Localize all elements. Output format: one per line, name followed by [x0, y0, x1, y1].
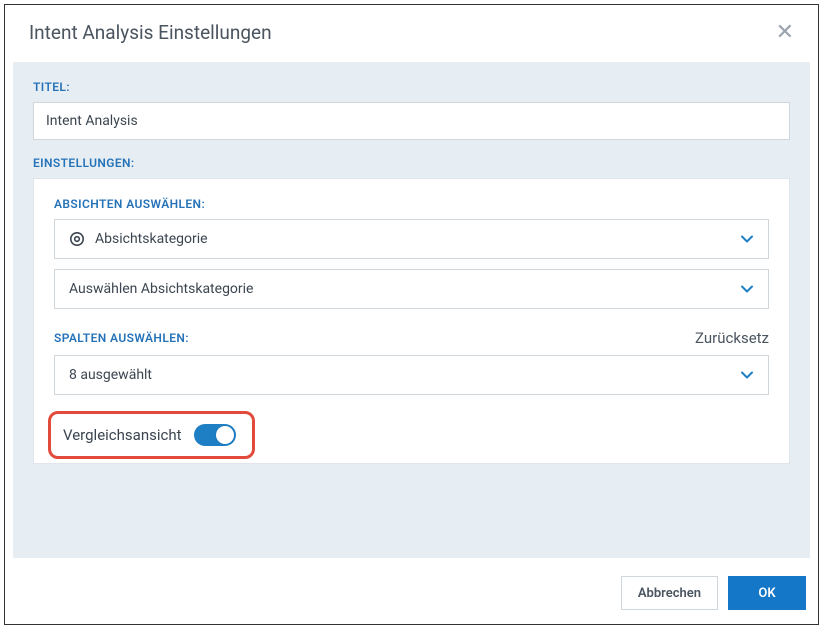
- compare-label: Vergleichsansicht: [63, 426, 182, 444]
- columns-selected-text: 8 ausgewählt: [69, 367, 152, 383]
- intent-select-text: Auswählen Absichtskategorie: [69, 281, 253, 297]
- intent-select-dropdown[interactable]: Auswählen Absichtskategorie: [54, 269, 769, 309]
- compare-toggle[interactable]: [194, 424, 236, 446]
- intent-category-dropdown[interactable]: Absichtskategorie: [54, 219, 769, 259]
- toggle-knob: [216, 426, 234, 444]
- reset-link[interactable]: Zurücksetz: [695, 329, 769, 347]
- ok-button[interactable]: OK: [728, 576, 806, 610]
- chevron-down-icon: [740, 232, 754, 246]
- modal-header: Intent Analysis Einstellungen ✕: [5, 5, 818, 62]
- compare-highlight: Vergleichsansicht: [48, 411, 255, 459]
- title-input[interactable]: [33, 102, 790, 140]
- chevron-down-icon: [740, 282, 754, 296]
- settings-label: EINSTELLUNGEN:: [33, 156, 790, 170]
- intents-label: ABSICHTEN AUSWÄHLEN:: [54, 197, 769, 211]
- cancel-button[interactable]: Abbrechen: [621, 576, 718, 610]
- modal-footer: Abbrechen OK: [5, 558, 818, 624]
- settings-modal: Intent Analysis Einstellungen ✕ TITEL: E…: [4, 4, 819, 625]
- columns-dropdown[interactable]: 8 ausgewählt: [54, 355, 769, 395]
- close-icon[interactable]: ✕: [776, 22, 794, 44]
- modal-title: Intent Analysis Einstellungen: [29, 21, 272, 44]
- chevron-down-icon: [740, 368, 754, 382]
- title-label: TITEL:: [33, 80, 790, 94]
- columns-label: SPALTEN AUSWÄHLEN:: [54, 331, 189, 345]
- modal-body: TITEL: EINSTELLUNGEN: ABSICHTEN AUSWÄHLE…: [13, 62, 810, 558]
- target-icon: [69, 231, 85, 247]
- settings-panel: ABSICHTEN AUSWÄHLEN: Absichtskategorie: [33, 178, 790, 464]
- intent-category-text: Absichtskategorie: [95, 231, 208, 247]
